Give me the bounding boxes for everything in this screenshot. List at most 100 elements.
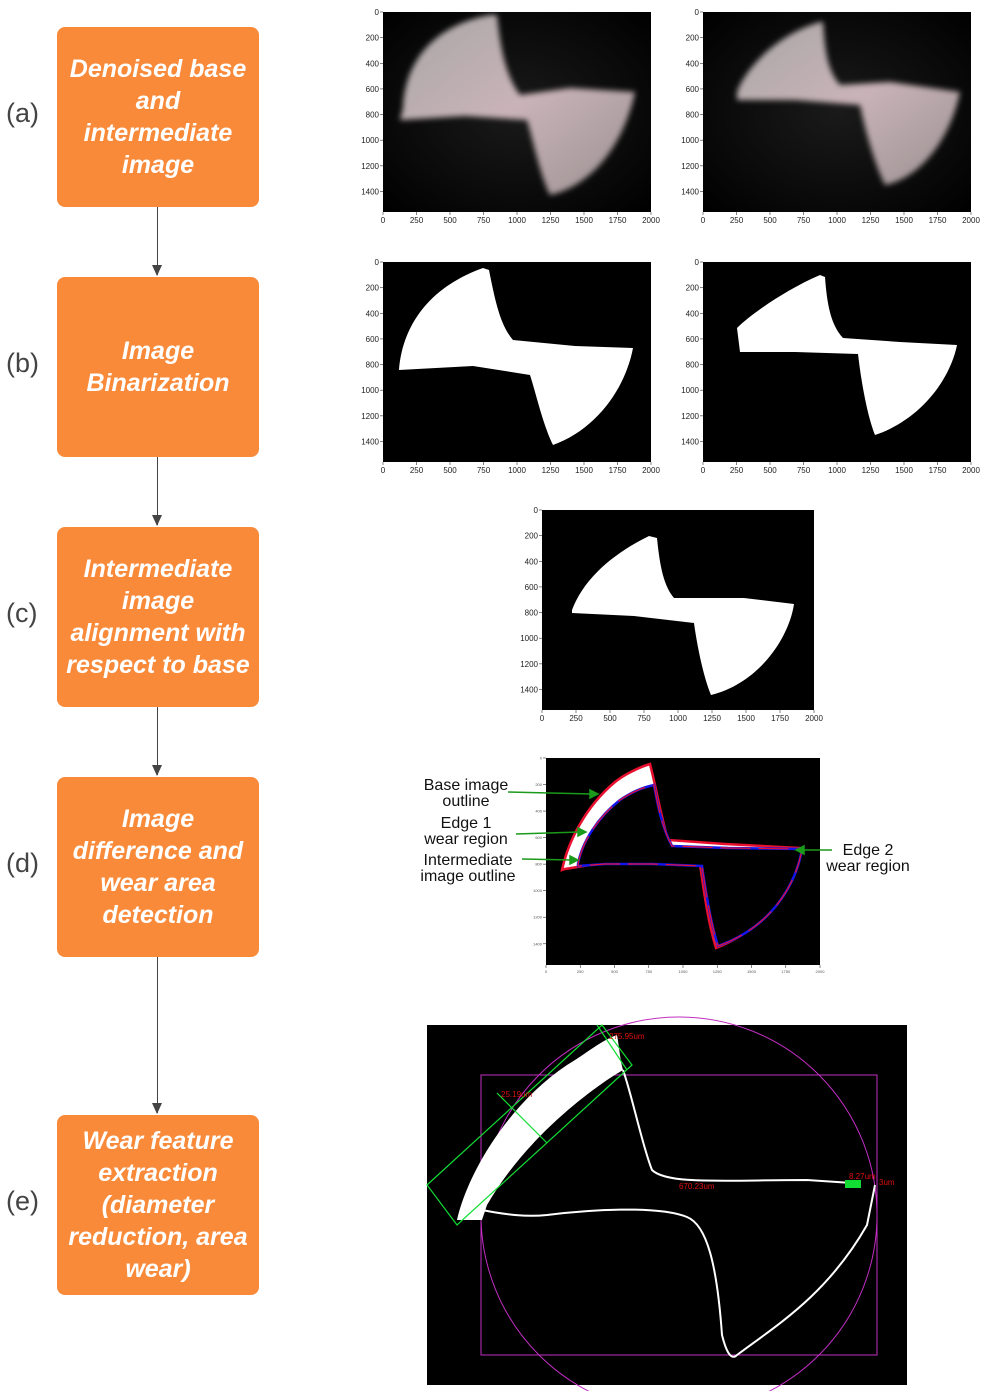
- y-tick-label: 1000: [533, 888, 543, 893]
- y-tick-label: 600: [535, 835, 542, 840]
- y-tick-label: 0: [375, 8, 380, 17]
- x-tick-label: 1500: [895, 216, 913, 225]
- x-tick-label: 1750: [929, 216, 947, 225]
- flow-arrow: [152, 457, 162, 526]
- x-tick-label: 2000: [642, 466, 660, 475]
- x-tick-label: 1750: [609, 466, 627, 475]
- annotation-intermediate-1: Intermediate: [424, 852, 513, 869]
- y-tick-label: 800: [686, 111, 700, 120]
- y-tick-label: 0: [540, 756, 543, 761]
- y-tick-label: 1000: [361, 136, 379, 145]
- step-box-difference: Image difference and wear area detection: [57, 777, 259, 957]
- overlap-outline: [577, 784, 803, 947]
- y-axis: 0 200 400 600 800 1000 1200 1400: [681, 8, 703, 196]
- step-box-feature-extraction: Wear feature extraction (diameter reduct…: [57, 1115, 259, 1295]
- y-tick-label: 400: [366, 59, 380, 68]
- x-tick-label: 250: [410, 216, 424, 225]
- y-tick-label: 200: [366, 284, 380, 293]
- step-text: Intermediate image alignment with respec…: [66, 555, 250, 679]
- wear-region-edge1: [457, 1035, 623, 1220]
- step-letter-c: (c): [6, 598, 38, 628]
- x-tick-label: 1500: [575, 466, 593, 475]
- y-tick-label: 800: [525, 609, 539, 618]
- y-tick-label: 800: [366, 361, 380, 370]
- tool-photo-shape: [737, 22, 960, 185]
- annotation-arrows: [507, 788, 832, 866]
- y-axis: 0 200 400 600 800 1000 1200 1400: [361, 8, 383, 196]
- y-tick-label: 600: [525, 583, 539, 592]
- x-axis: 0 250 500 750 1000 1250 1500 1750 2000: [381, 212, 660, 225]
- y-tick-label: 1400: [361, 437, 379, 446]
- step-text: Wear feature extraction (diameter reduct…: [68, 1127, 248, 1283]
- x-tick-label: 500: [443, 466, 457, 475]
- step-letter-d: (d): [6, 848, 39, 878]
- step-letter-b: (b): [6, 348, 39, 378]
- step-box-alignment: Intermediate image alignment with respec…: [57, 527, 259, 707]
- x-tick-label: 1750: [771, 714, 789, 723]
- plot-frame: [427, 1025, 907, 1385]
- arrow-edge1: [515, 831, 581, 835]
- x-tick-label: 1500: [737, 714, 755, 723]
- flow-arrow: [152, 207, 162, 276]
- tool-photo-shape: [400, 15, 635, 195]
- step-text: Image difference and wear area detection: [72, 805, 244, 929]
- x-axis-small: 0 250 500 750 1000 1250 1500 1750 2000: [545, 965, 825, 974]
- aligned-binary: 0 200 400 600 800 1000 1200 1400 0 250 500 750 1000…: [520, 506, 823, 723]
- arrow-intermediate: [521, 858, 573, 861]
- aligned-tool-shape: [572, 536, 794, 695]
- y-tick-label: 1200: [681, 412, 699, 421]
- x-tick-label: 500: [763, 216, 777, 225]
- x-tick-label: 1500: [747, 969, 757, 974]
- x-tick-label: 0: [701, 216, 706, 225]
- step-letter-a: (a): [6, 98, 39, 128]
- y-axis: 0 200 400 600 800 1000 1200 1400: [361, 258, 383, 446]
- x-tick-label: 1250: [542, 216, 560, 225]
- measure-label-1: 275.95um: [609, 1032, 645, 1041]
- step-text: Image Binarization: [86, 337, 230, 397]
- y-tick-label: 1400: [681, 437, 699, 446]
- y-tick-label: 1200: [361, 412, 379, 421]
- arrow-base: [507, 791, 593, 795]
- measure-line-top: [596, 1024, 628, 1071]
- binary-tool-shape: [737, 275, 957, 435]
- annotation-edge1-2: wear region: [423, 831, 508, 848]
- tool-contour-upper: [622, 1069, 853, 1184]
- x-tick-label: 1000: [669, 714, 687, 723]
- y-axis: 0 200 400 600 800 1000 1200 1400: [681, 258, 703, 446]
- x-tick-label: 750: [477, 466, 491, 475]
- x-tick-label: 750: [797, 216, 811, 225]
- annotation-edge2-2: wear region: [825, 858, 910, 875]
- y-tick-label: 800: [535, 862, 542, 867]
- x-tick-label: 2000: [816, 969, 826, 974]
- arrow-head: [794, 844, 805, 856]
- difference-plot: 0 200 400 600 800 1000 1200 1400 0 250 500 750 1000…: [420, 756, 910, 975]
- x-tick-label: 250: [577, 969, 584, 974]
- x-tick-label: 1250: [862, 466, 880, 475]
- wear-region-edge2: [845, 1180, 861, 1188]
- y-tick-label: 0: [695, 8, 700, 17]
- measure-line-width: [496, 1092, 548, 1144]
- y-tick-label: 0: [534, 506, 539, 515]
- arrow-head: [569, 854, 580, 866]
- x-tick-label: 0: [540, 714, 545, 723]
- y-tick-label: 600: [686, 335, 700, 344]
- x-axis: 0 250 500 750 1000 1250 1500 1750 2000: [701, 462, 980, 475]
- x-tick-label: 2000: [962, 466, 980, 475]
- x-tick-label: 0: [381, 466, 386, 475]
- y-tick-label: 1200: [681, 162, 699, 171]
- x-tick-label: 0: [381, 216, 386, 225]
- y-tick-label: 0: [695, 258, 700, 267]
- measure-label-5: 3um: [879, 1178, 895, 1187]
- feature-extraction-plot: 275.95um 25.19um 670.23um 8.27um 3um: [426, 1016, 907, 1391]
- x-tick-label: 1750: [781, 969, 791, 974]
- y-tick-label: 400: [686, 309, 700, 318]
- annotation-intermediate-2: image outline: [420, 868, 515, 885]
- annotation-base-outline-1: Base image: [424, 777, 509, 794]
- x-tick-label: 1000: [828, 216, 846, 225]
- x-axis: 0 250 500 750 1000 1250 1500 1750 2000: [381, 462, 660, 475]
- x-tick-label: 1750: [609, 216, 627, 225]
- binary-intermediate: 0 200 400 600 800 1000 1200 1400 0 250 500 750 1000…: [681, 258, 980, 475]
- y-axis-small: 0 200 400 600 800 1000 1200 1400: [533, 756, 546, 946]
- arrow-head: [577, 826, 588, 838]
- flow-arrow: [152, 957, 162, 1114]
